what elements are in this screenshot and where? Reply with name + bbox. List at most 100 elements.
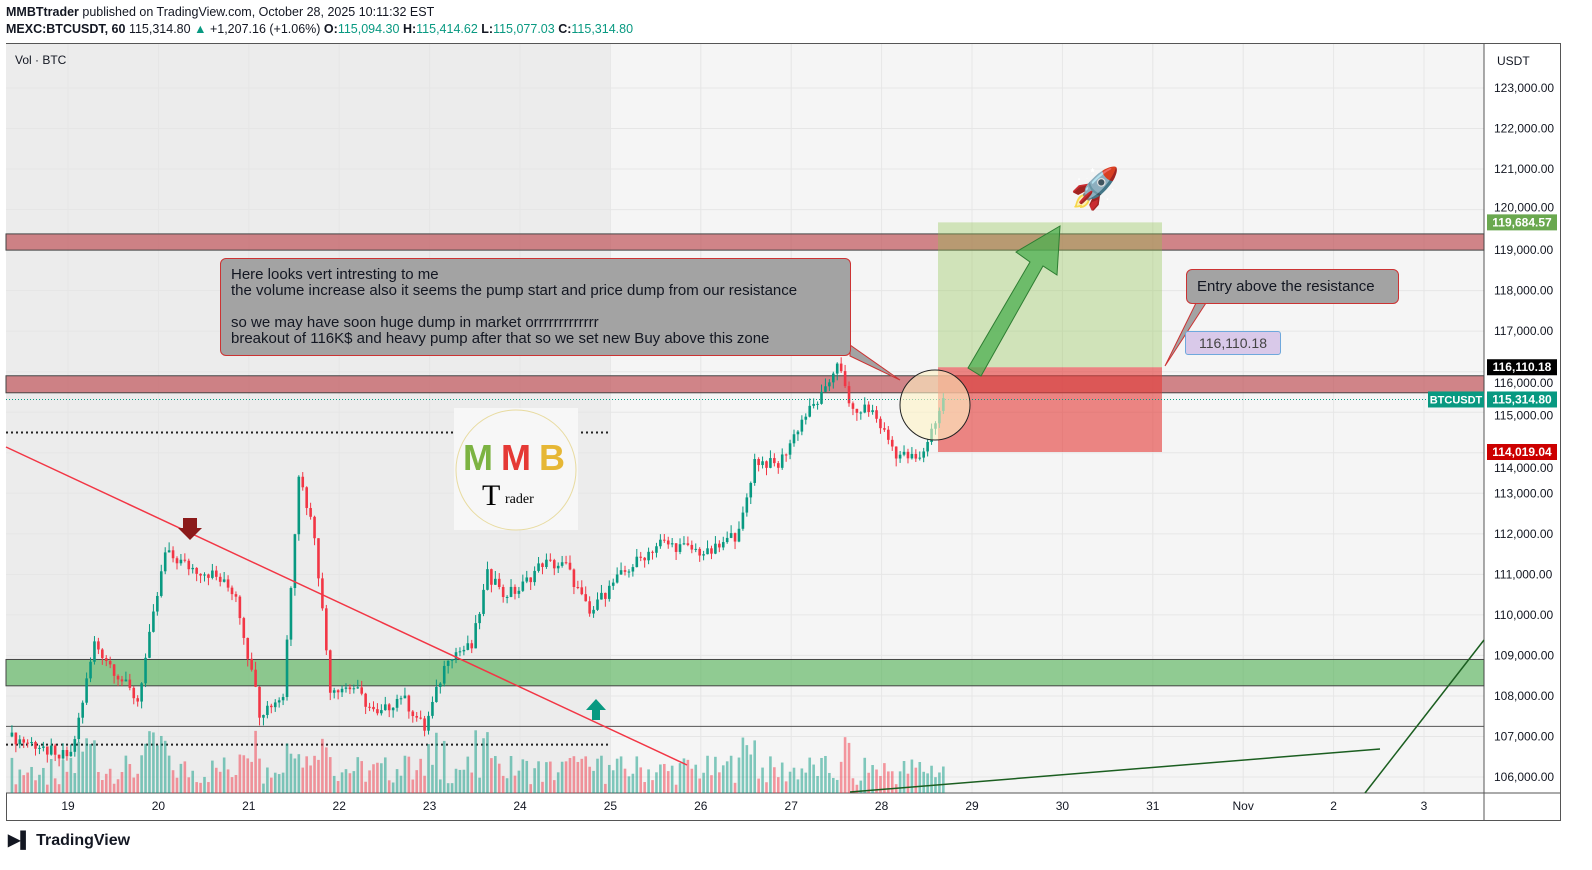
volume-bar xyxy=(741,737,745,793)
price-tag[interactable]: 116,110.18 xyxy=(1185,331,1281,355)
price-label-bg xyxy=(1487,443,1557,460)
volume-bar xyxy=(863,757,867,793)
candle-body xyxy=(321,578,324,609)
candle-body xyxy=(694,548,698,550)
candle-body xyxy=(364,693,367,707)
support-zone xyxy=(5,658,1485,687)
x-tick-label: 30 xyxy=(1056,799,1070,813)
candle-body xyxy=(116,675,120,680)
candle-body xyxy=(97,641,100,650)
candle-body xyxy=(863,404,867,413)
candle-body xyxy=(478,613,481,624)
volume-bar xyxy=(372,764,375,793)
main-callout[interactable]: Here looks vert intresting to me the vol… xyxy=(220,258,851,356)
volume-bar xyxy=(647,769,650,793)
volume-bar xyxy=(533,768,536,793)
volume-bar xyxy=(749,754,753,793)
volume-bar xyxy=(686,759,690,793)
candle-body xyxy=(250,658,253,670)
candle-body xyxy=(533,570,536,583)
down-arrow-icon xyxy=(178,518,202,540)
candle-body xyxy=(313,516,316,539)
price-label-bg xyxy=(1487,391,1557,408)
volume-bar xyxy=(250,761,253,793)
volume-bar xyxy=(112,783,116,793)
volume-bar xyxy=(564,761,568,793)
volume-bar xyxy=(462,769,466,793)
candle-body xyxy=(391,707,395,711)
volume-bar xyxy=(77,741,81,793)
candle-body xyxy=(776,463,780,468)
candle-body xyxy=(474,623,477,649)
x-tick-label: 21 xyxy=(242,799,256,813)
currency-label[interactable]: USDT xyxy=(1497,54,1530,68)
volume-bar xyxy=(674,784,678,793)
entry-callout[interactable]: Entry above the resistance xyxy=(1186,269,1399,304)
highlight-circle xyxy=(899,369,971,441)
volume-bar xyxy=(627,776,631,793)
volume-bar xyxy=(65,771,69,793)
candle-body xyxy=(281,697,285,701)
tv-mark-icon: ▶▌ xyxy=(8,832,37,849)
volume-bar xyxy=(187,777,191,793)
candle-body xyxy=(615,574,619,583)
volume-bar xyxy=(270,777,273,793)
candle-body xyxy=(552,560,556,569)
volume-bar xyxy=(792,767,796,793)
symbol[interactable]: MEXC:BTCUSDT, 60 xyxy=(6,22,126,36)
candle-body xyxy=(171,550,175,559)
candle-body xyxy=(718,543,721,548)
candle-body xyxy=(387,704,391,711)
volume-bar xyxy=(714,756,717,793)
volume-bar xyxy=(541,781,544,793)
volume-bar xyxy=(615,758,619,793)
candle-body xyxy=(651,551,654,553)
candle-body xyxy=(541,563,544,568)
volume-bar xyxy=(611,770,615,793)
volume-bar xyxy=(839,761,843,793)
volume-bar xyxy=(281,772,285,793)
candle-body xyxy=(195,567,198,574)
candle-body xyxy=(211,570,214,578)
price-label-bg xyxy=(1487,359,1557,376)
candle-body xyxy=(784,454,788,456)
volume-bar xyxy=(203,776,206,793)
candle-body xyxy=(686,543,690,545)
candle-body xyxy=(427,715,430,731)
resistance-zone xyxy=(5,233,1485,251)
candle-body xyxy=(435,686,438,702)
candle-body xyxy=(407,695,411,712)
volume-bar xyxy=(340,772,344,793)
y-tick-label: 117,000.00 xyxy=(1494,324,1553,338)
candle-body xyxy=(132,687,136,699)
candle-body xyxy=(230,587,234,595)
volume-bar xyxy=(607,764,611,793)
volume-indicator-label[interactable]: Vol · BTC xyxy=(15,53,67,67)
volume-bar xyxy=(214,767,218,793)
y-tick-label: 110,000.00 xyxy=(1494,608,1553,622)
volume-bar xyxy=(910,759,914,793)
volume-bar xyxy=(623,768,627,793)
candle-body xyxy=(847,386,851,404)
volume-bar xyxy=(847,742,851,793)
volume-bar xyxy=(824,755,827,793)
candle-body xyxy=(549,559,552,561)
volume-bar xyxy=(191,770,195,793)
volume-bar xyxy=(788,771,792,793)
candle-body xyxy=(804,416,808,420)
volume-bar xyxy=(906,773,910,793)
candle-body xyxy=(376,709,379,714)
candle-body xyxy=(627,571,631,573)
candle-body xyxy=(674,543,678,552)
volume-bar xyxy=(152,732,155,793)
candle-body xyxy=(462,649,466,652)
price-label: 119,684.57 xyxy=(1492,215,1552,229)
volume-bar xyxy=(97,772,100,793)
candle-body xyxy=(808,405,812,417)
volume-bar xyxy=(431,764,434,793)
candle-body xyxy=(301,476,305,488)
volume-bar xyxy=(171,770,175,793)
volume-bar xyxy=(505,778,509,793)
candle-body xyxy=(411,711,415,717)
